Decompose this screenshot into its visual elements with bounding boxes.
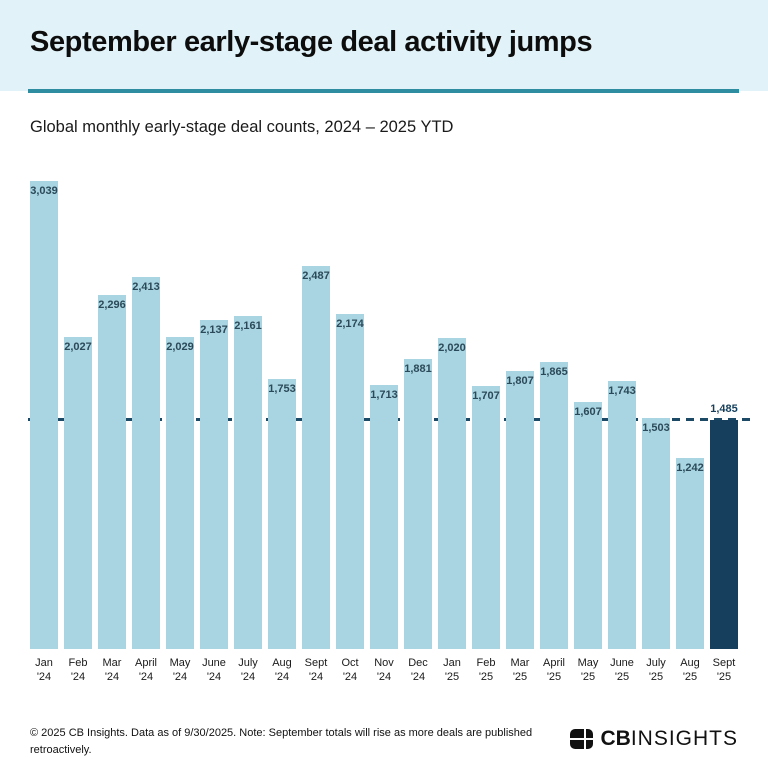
x-tick-label: June '25 bbox=[610, 657, 634, 684]
chart-subtitle: Global monthly early-stage deal counts, … bbox=[30, 118, 454, 136]
logo-text-cb: CB bbox=[600, 726, 631, 750]
bar-value-label: 1,753 bbox=[268, 383, 296, 395]
bar: 3,039 bbox=[30, 181, 58, 649]
bar-value-label: 2,174 bbox=[336, 318, 364, 331]
bar-value-label: 2,029 bbox=[166, 340, 194, 353]
bar-value-label: 1,881 bbox=[404, 363, 432, 376]
bar-value-label: 1,503 bbox=[642, 421, 670, 434]
bar-value-label: 1,807 bbox=[506, 374, 534, 387]
bar: 1,707 bbox=[472, 386, 500, 649]
x-tick-label: Jan '25 bbox=[443, 657, 461, 684]
x-axis: Jan '24 Feb '24 Mar '24 April '24 May '24 June '24 J… bbox=[30, 656, 738, 685]
bar: 1,807 bbox=[506, 370, 534, 649]
bar: 1,865 bbox=[540, 361, 568, 649]
bar: 2,029 bbox=[166, 336, 194, 649]
x-tick-label: Mar '24 bbox=[102, 657, 122, 684]
bar: 1,743 bbox=[608, 380, 636, 649]
header: September early-stage deal activity jump… bbox=[0, 0, 768, 93]
bar: 2,137 bbox=[200, 319, 228, 649]
bar: 2,487 bbox=[302, 266, 330, 649]
x-tick-label: Nov '24 bbox=[374, 657, 394, 684]
bar-value-label: 2,296 bbox=[98, 299, 126, 312]
bar-value-label: 1,607 bbox=[574, 405, 602, 418]
x-tick-label: Oct '24 bbox=[341, 657, 359, 684]
bar: 1,485 bbox=[710, 403, 738, 649]
bar-value-label: 2,137 bbox=[200, 323, 228, 336]
x-tick-label: April '25 bbox=[542, 657, 565, 684]
footer: © 2025 CB Insights. Data as of 9/30/2025… bbox=[30, 725, 738, 759]
bar-value-label: 1,242 bbox=[676, 461, 704, 474]
x-tick-label: Sept '25 bbox=[712, 657, 736, 684]
x-tick-label: Mar '25 bbox=[510, 657, 530, 684]
x-tick-label: July '25 bbox=[646, 657, 666, 684]
cbinsights-logo: CB INSIGHTS bbox=[570, 727, 738, 751]
bar: 1,503 bbox=[642, 417, 670, 649]
bar-value-label: 3,039 bbox=[30, 185, 58, 197]
bar: 2,020 bbox=[438, 337, 466, 649]
x-tick-label: July '24 bbox=[238, 657, 258, 684]
footer-note: © 2025 CB Insights. Data as of 9/30/2025… bbox=[30, 726, 533, 756]
x-tick-label: Feb '24 bbox=[68, 657, 88, 684]
bar-value-label: 1,485 bbox=[710, 403, 738, 416]
x-tick-label: Feb '25 bbox=[476, 657, 496, 684]
x-tick-label: Sept '24 bbox=[304, 657, 328, 684]
bar: 2,027 bbox=[64, 336, 92, 649]
bar-value-label: 1,865 bbox=[540, 365, 568, 378]
bar: 2,413 bbox=[132, 277, 160, 649]
x-tick-label: Aug '25 bbox=[680, 657, 700, 684]
bar: 1,881 bbox=[404, 359, 432, 649]
bar: 1,607 bbox=[574, 401, 602, 649]
bar-chart: 3,039 2,027 2,296 2,413 2,029 2,137 2,161 1,753… bbox=[28, 181, 750, 649]
x-tick-label: April '24 bbox=[134, 657, 157, 684]
bar-value-label: 2,413 bbox=[132, 281, 160, 294]
x-tick-label: Aug '24 bbox=[272, 657, 292, 684]
bar-value-label: 2,020 bbox=[438, 341, 466, 354]
bar-value-label: 1,713 bbox=[370, 389, 398, 402]
x-tick-label: May '25 bbox=[577, 657, 599, 684]
x-tick-label: Jan '24 bbox=[35, 657, 53, 684]
page-title: September early-stage deal activity jump… bbox=[30, 26, 593, 58]
bar: 2,174 bbox=[336, 314, 364, 649]
bar: 1,242 bbox=[676, 457, 704, 649]
x-tick-label: June '24 bbox=[202, 657, 226, 684]
bar-value-label: 1,707 bbox=[472, 390, 500, 403]
bar-value-label: 2,161 bbox=[234, 320, 262, 333]
cbinsights-logo-icon bbox=[570, 728, 594, 749]
x-tick-label: May '24 bbox=[169, 657, 191, 684]
bar-value-label: 1,743 bbox=[608, 384, 636, 397]
bar: 1,753 bbox=[268, 379, 296, 649]
bar: 2,296 bbox=[98, 295, 126, 649]
bar-value-label: 2,027 bbox=[64, 340, 92, 353]
chart-area: 3,039 2,027 2,296 2,413 2,029 2,137 2,161 1,753… bbox=[28, 181, 750, 685]
bar: 1,713 bbox=[370, 385, 398, 649]
logo-text-insights: INSIGHTS bbox=[630, 726, 738, 750]
bar-value-label: 2,487 bbox=[302, 270, 330, 282]
x-tick-label: Dec '24 bbox=[408, 657, 428, 684]
bar: 2,161 bbox=[234, 316, 262, 649]
header-divider bbox=[28, 89, 739, 93]
